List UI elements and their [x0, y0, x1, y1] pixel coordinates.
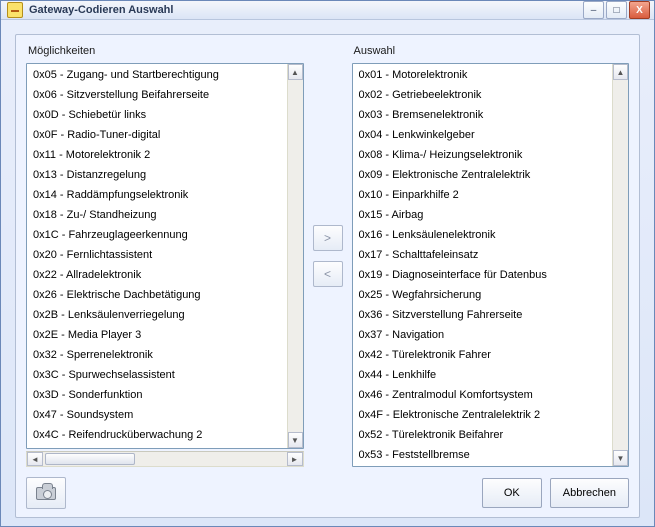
minimize-button[interactable]: – [583, 1, 604, 19]
cancel-button[interactable]: Abbrechen [550, 478, 629, 508]
list-item[interactable]: 0x3C - Spurwechselassistent [27, 365, 287, 385]
possibilities-label: Möglichkeiten [28, 45, 304, 57]
list-item[interactable]: 0x18 - Zu-/ Standheizung [27, 205, 287, 225]
selection-listbox[interactable]: 0x01 - Motorelektronik0x02 - Getriebeele… [352, 63, 630, 467]
list-item[interactable]: 0x08 - Klima-/ Heizungselektronik [353, 145, 613, 165]
list-item[interactable]: 0x20 - Fernlichtassistent [27, 245, 287, 265]
list-item[interactable]: 0x02 - Getriebeelektronik [353, 85, 613, 105]
list-item[interactable]: 0x04 - Lenkwinkelgeber [353, 125, 613, 145]
scroll-down-button[interactable]: ▼ [613, 450, 628, 466]
selection-column: Auswahl 0x01 - Motorelektronik0x02 - Get… [352, 45, 630, 467]
camera-icon [36, 487, 56, 500]
maximize-button[interactable]: □ [606, 1, 627, 19]
titlebar: Gateway-Codieren Auswahl – □ X [1, 1, 654, 20]
selection-label: Auswahl [354, 45, 630, 57]
selection-list[interactable]: 0x01 - Motorelektronik0x02 - Getriebeele… [353, 64, 613, 466]
list-item[interactable]: 0x05 - Zugang- und Startberechtigung [27, 65, 287, 85]
content-panel: Möglichkeiten 0x05 - Zugang- und Startbe… [15, 34, 640, 518]
possibilities-hscrollbar[interactable]: ◄ ► [26, 451, 304, 467]
list-item[interactable]: 0x17 - Schalttafeleinsatz [353, 245, 613, 265]
list-item[interactable]: 0x1C - Fahrzeuglageerkennung [27, 225, 287, 245]
move-left-button[interactable]: < [313, 261, 343, 287]
list-item[interactable]: 0x26 - Elektrische Dachbetätigung [27, 285, 287, 305]
scroll-track[interactable] [613, 80, 628, 450]
list-item[interactable]: 0x0D - Schiebetür links [27, 105, 287, 125]
possibilities-scrollbar[interactable]: ▲ ▼ [287, 64, 303, 448]
scroll-down-button[interactable]: ▼ [288, 432, 303, 448]
list-item[interactable]: 0x10 - Einparkhilfe 2 [353, 185, 613, 205]
hscroll-track[interactable] [43, 452, 287, 466]
list-item[interactable]: 0x19 - Diagnoseinterface für Datenbus [353, 265, 613, 285]
columns: Möglichkeiten 0x05 - Zugang- und Startbe… [26, 45, 629, 467]
list-item[interactable]: 0x46 - Zentralmodul Komfortsystem [353, 385, 613, 405]
dialog-window: Gateway-Codieren Auswahl – □ X Möglichke… [0, 0, 655, 527]
app-icon [7, 2, 23, 18]
list-item[interactable]: 0x37 - Navigation [353, 325, 613, 345]
window-title: Gateway-Codieren Auswahl [29, 4, 583, 16]
scroll-track[interactable] [288, 80, 303, 432]
list-item[interactable]: 0x32 - Sperrenelektronik [27, 345, 287, 365]
selection-scrollbar[interactable]: ▲ ▼ [612, 64, 628, 466]
list-item[interactable]: 0x03 - Bremsenelektronik [353, 105, 613, 125]
list-item[interactable]: 0x22 - Allradelektronik [27, 265, 287, 285]
list-item[interactable]: 0x53 - Feststellbremse [353, 445, 613, 465]
list-item[interactable]: 0x47 - Soundsystem [27, 405, 287, 425]
list-item[interactable]: 0x2B - Lenksäulenverriegelung [27, 305, 287, 325]
screenshot-button[interactable] [26, 477, 66, 509]
possibilities-list[interactable]: 0x05 - Zugang- und Startberechtigung0x06… [27, 64, 287, 448]
move-right-button[interactable]: > [313, 225, 343, 251]
list-item[interactable]: 0x06 - Sitzverstellung Beifahrerseite [27, 85, 287, 105]
footer: OK Abbrechen [26, 467, 629, 509]
list-item[interactable]: 0x16 - Lenksäulenelektronik [353, 225, 613, 245]
list-item[interactable]: 0x15 - Airbag [353, 205, 613, 225]
list-item[interactable]: 0x36 - Sitzverstellung Fahrerseite [353, 305, 613, 325]
list-item[interactable]: 0x14 - Raddämpfungselektronik [27, 185, 287, 205]
close-button[interactable]: X [629, 1, 650, 19]
hscroll-thumb[interactable] [45, 453, 135, 465]
list-item[interactable]: 0x2E - Media Player 3 [27, 325, 287, 345]
list-item[interactable]: 0x52 - Türelektronik Beifahrer [353, 425, 613, 445]
possibilities-column: Möglichkeiten 0x05 - Zugang- und Startbe… [26, 45, 304, 467]
hscroll-right-button[interactable]: ► [287, 452, 303, 466]
list-item[interactable]: 0x09 - Elektronische Zentralelektrik [353, 165, 613, 185]
ok-button[interactable]: OK [482, 478, 542, 508]
scroll-up-button[interactable]: ▲ [613, 64, 628, 80]
hscroll-left-button[interactable]: ◄ [27, 452, 43, 466]
list-item[interactable]: 0x25 - Wegfahrsicherung [353, 285, 613, 305]
transfer-buttons: > < [310, 45, 346, 467]
list-item[interactable]: 0x11 - Motorelektronik 2 [27, 145, 287, 165]
dialog-body: Möglichkeiten 0x05 - Zugang- und Startbe… [1, 20, 654, 527]
list-item[interactable]: 0x4F - Elektronische Zentralelektrik 2 [353, 405, 613, 425]
list-item[interactable]: 0x0F - Radio-Tuner-digital [27, 125, 287, 145]
list-item[interactable]: 0x3D - Sonderfunktion [27, 385, 287, 405]
possibilities-listbox[interactable]: 0x05 - Zugang- und Startberechtigung0x06… [26, 63, 304, 449]
list-item[interactable]: 0x01 - Motorelektronik [353, 65, 613, 85]
scroll-up-button[interactable]: ▲ [288, 64, 303, 80]
list-item[interactable]: 0x4C - Reifendrucküberwachung 2 [27, 425, 287, 445]
list-item[interactable]: 0x44 - Lenkhilfe [353, 365, 613, 385]
list-item[interactable]: 0x13 - Distanzregelung [27, 165, 287, 185]
window-controls: – □ X [583, 1, 650, 19]
list-item[interactable]: 0x42 - Türelektronik Fahrer [353, 345, 613, 365]
